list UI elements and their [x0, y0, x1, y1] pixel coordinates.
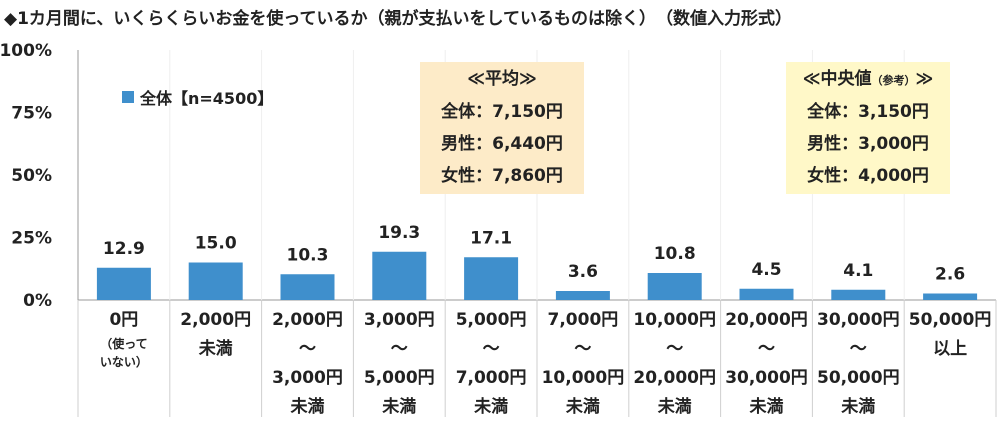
data-label: 12.9	[103, 239, 145, 259]
data-label: 15.0	[195, 234, 237, 254]
category-label: 3,000円 ～ 5,000円 未満	[353, 306, 445, 422]
average-total: 全体：7,150円	[441, 102, 563, 122]
median-total: 全体：3,150円	[807, 102, 929, 122]
y-tick-label: 75%	[11, 104, 52, 124]
category-label: 10,000円 ～ 20,000円 未満	[629, 306, 721, 422]
category-label: 30,000円 ～ 50,000円 未満	[812, 306, 904, 422]
bar	[923, 293, 978, 300]
median-heading-note: （参考）	[871, 74, 916, 87]
average-box: ≪平均≫ 全体：7,150円 男性：6,440円 女性：7,860円	[420, 62, 584, 194]
category-label: 5,000円 ～ 7,000円 未満	[445, 306, 537, 422]
y-tick-label: 0%	[23, 291, 52, 311]
bar	[188, 262, 243, 300]
bar	[464, 257, 519, 300]
category-label-line: ～	[666, 339, 684, 359]
category-label-line: 2,000円	[180, 310, 252, 330]
category-label-line: 20,000円	[633, 368, 716, 388]
category-label-line: 未満	[198, 339, 233, 359]
median-box: ≪中央値（参考）≫ 全体：3,150円 男性：3,000円 女性：4,000円	[786, 62, 950, 194]
bar	[739, 288, 794, 300]
data-label: 2.6	[935, 265, 965, 285]
average-male: 男性：6,440円	[441, 134, 563, 154]
category-label-line: 3,000円	[363, 310, 435, 330]
y-tick-label: 50%	[11, 166, 52, 186]
category-label-line: 未満	[749, 397, 784, 417]
category-label: 7,000円 ～ 10,000円 未満	[537, 306, 629, 422]
category-label-line: 未満	[290, 397, 325, 417]
bar	[831, 289, 886, 300]
category-label-line: ～	[298, 339, 316, 359]
category-label-line: 0円	[109, 310, 139, 330]
legend-swatch	[122, 91, 134, 103]
y-tick-label: 100%	[0, 41, 52, 61]
average-female: 女性：7,860円	[441, 166, 563, 186]
category-label-line: 7,000円	[455, 368, 527, 388]
category-label-line: 未満	[474, 397, 509, 417]
category-label-line: 未満	[382, 397, 417, 417]
y-tick-label: 25%	[11, 229, 52, 249]
category-label-line: 未満	[565, 397, 600, 417]
category-label: 2,000円 ～ 3,000円 未満	[262, 306, 354, 422]
category-label-line: 20,000円	[725, 310, 808, 330]
data-label: 3.6	[568, 262, 598, 282]
median-female: 女性：4,000円	[807, 166, 929, 186]
category-label-line: 3,000円	[272, 368, 343, 388]
bar	[647, 273, 702, 300]
category-label-line: 5,000円	[363, 368, 435, 388]
category-label-line: ～	[849, 339, 867, 359]
category-label-line: 50,000円	[816, 368, 900, 388]
category-label-line: 未満	[657, 397, 692, 417]
data-label: 10.8	[654, 244, 696, 264]
legend: 全体【n=4500】	[122, 85, 273, 109]
data-label: 4.5	[751, 260, 781, 280]
bar	[280, 274, 335, 300]
chart-title: ◆1カ月間に、いくらくらいお金を使っているか（親が支払いをしているものは除く） …	[4, 9, 793, 29]
median-heading-text: ≪中央値	[802, 69, 872, 89]
category-label-line: 10,000円	[541, 368, 625, 388]
median-heading-end: ≫	[915, 69, 934, 89]
category-label-line: ～	[390, 339, 408, 359]
category-label-line: ～	[574, 339, 592, 359]
data-label: 4.1	[843, 261, 873, 281]
category-label-line: ～	[482, 339, 500, 359]
legend-label: 全体【n=4500】	[140, 89, 274, 108]
category-label-line: 7,000円	[547, 310, 619, 330]
category-label: 20,000円 ～ 30,000円 未満	[721, 306, 813, 422]
average-heading: ≪平均≫	[467, 69, 537, 89]
category-label-line: 5,000円	[455, 310, 527, 330]
category-label-line: 未満	[841, 397, 876, 417]
median-heading: ≪中央値（参考）≫	[786, 62, 950, 96]
data-label: 17.1	[470, 228, 512, 248]
category-label: 2,000円 未満	[170, 306, 262, 364]
bar	[555, 291, 610, 300]
bar	[372, 251, 427, 300]
median-male: 男性：3,000円	[807, 134, 929, 154]
category-label-line: ～	[757, 339, 775, 359]
category-label-line: 10,000円	[633, 310, 716, 330]
category-label-line: 50,000円	[908, 310, 992, 330]
category-label-line: 2,000円	[272, 310, 343, 330]
category-label-line: 30,000円	[816, 310, 900, 330]
data-label: 19.3	[378, 223, 420, 243]
bar	[96, 267, 151, 300]
category-label-line: いない）	[99, 355, 148, 369]
category-label: 50,000円 以上	[904, 306, 996, 364]
category-label: 0円 （使っていない）	[78, 306, 170, 371]
category-label-line: 30,000円	[725, 368, 808, 388]
category-label-line: 以上	[933, 339, 968, 359]
category-label-line: （使って	[100, 337, 148, 351]
data-label: 10.3	[287, 245, 329, 265]
